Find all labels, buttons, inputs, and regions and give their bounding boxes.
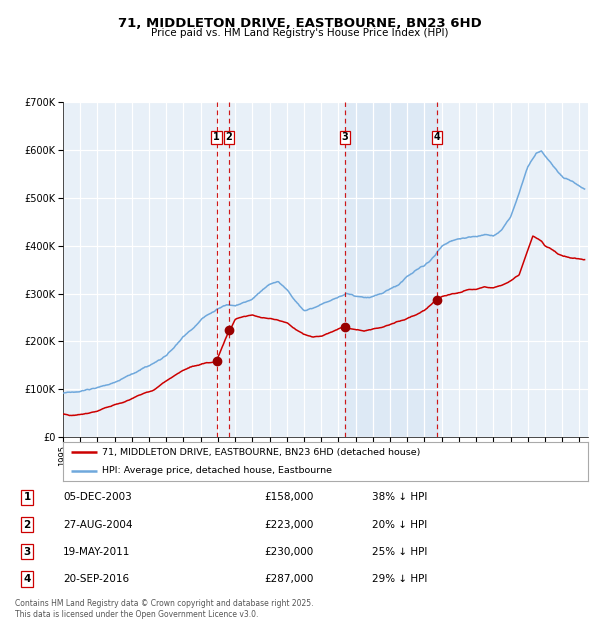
- Text: 20% ↓ HPI: 20% ↓ HPI: [372, 520, 427, 529]
- Text: 1: 1: [23, 492, 31, 502]
- Text: 19-MAY-2011: 19-MAY-2011: [63, 547, 130, 557]
- Text: 71, MIDDLETON DRIVE, EASTBOURNE, BN23 6HD (detached house): 71, MIDDLETON DRIVE, EASTBOURNE, BN23 6H…: [103, 448, 421, 456]
- Text: Price paid vs. HM Land Registry's House Price Index (HPI): Price paid vs. HM Land Registry's House …: [151, 29, 449, 38]
- Text: 4: 4: [433, 133, 440, 143]
- Text: £230,000: £230,000: [264, 547, 313, 557]
- Text: 2: 2: [226, 133, 232, 143]
- Text: 3: 3: [341, 133, 349, 143]
- Bar: [345, 102, 437, 437]
- Text: 20-SEP-2016: 20-SEP-2016: [63, 574, 129, 584]
- Text: Contains HM Land Registry data © Crown copyright and database right 2025.: Contains HM Land Registry data © Crown c…: [15, 599, 314, 608]
- Text: 38% ↓ HPI: 38% ↓ HPI: [372, 492, 427, 502]
- Text: £158,000: £158,000: [264, 492, 313, 502]
- Text: 05-DEC-2003: 05-DEC-2003: [63, 492, 132, 502]
- Text: 4: 4: [23, 574, 31, 584]
- Text: HPI: Average price, detached house, Eastbourne: HPI: Average price, detached house, East…: [103, 466, 332, 475]
- Text: 3: 3: [23, 547, 31, 557]
- Text: 1: 1: [213, 133, 220, 143]
- Text: £287,000: £287,000: [264, 574, 313, 584]
- Text: 2: 2: [23, 520, 31, 529]
- Text: 71, MIDDLETON DRIVE, EASTBOURNE, BN23 6HD: 71, MIDDLETON DRIVE, EASTBOURNE, BN23 6H…: [118, 17, 482, 30]
- Text: 27-AUG-2004: 27-AUG-2004: [63, 520, 133, 529]
- Text: 29% ↓ HPI: 29% ↓ HPI: [372, 574, 427, 584]
- Text: £223,000: £223,000: [264, 520, 313, 529]
- Text: 25% ↓ HPI: 25% ↓ HPI: [372, 547, 427, 557]
- Text: This data is licensed under the Open Government Licence v3.0.: This data is licensed under the Open Gov…: [15, 610, 259, 619]
